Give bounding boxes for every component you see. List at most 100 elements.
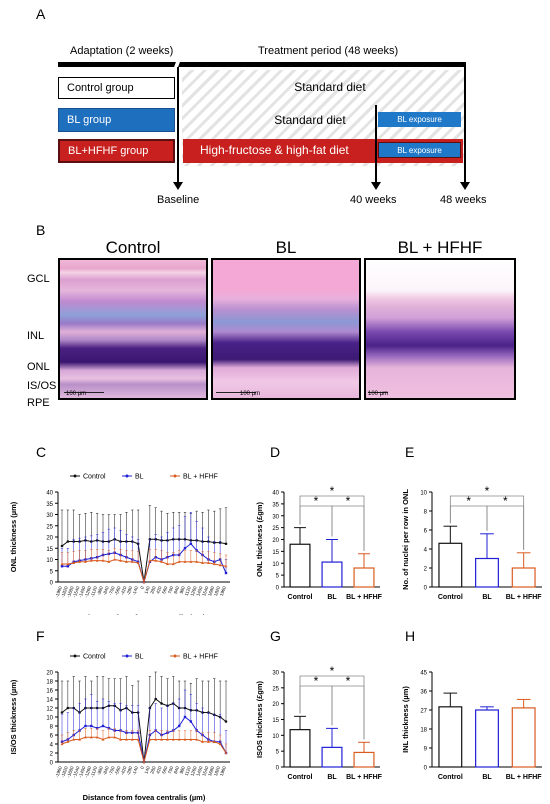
data-point <box>142 760 146 764</box>
legend-label: Control <box>83 654 106 661</box>
x-tick-label: 420 <box>155 765 162 774</box>
x-tick-label: -1400 <box>78 585 87 598</box>
panel-label-f: F <box>36 628 45 644</box>
x-tick-label: -980 <box>96 585 104 596</box>
series-line <box>61 716 227 763</box>
scale-bar-bl <box>216 392 256 393</box>
x-tick-label: -1960 <box>54 765 63 778</box>
scale-text-bl: 100 µm <box>240 391 261 397</box>
data-point <box>125 738 128 741</box>
standard-diet-bl: Standard diet <box>274 113 346 127</box>
data-point <box>95 735 99 739</box>
y-tick-label: 20 <box>46 536 53 542</box>
data-point <box>136 738 140 741</box>
significance-star: * <box>314 674 319 688</box>
panel-label-d: D <box>270 444 281 460</box>
x-axis-title: Distance from fovea centralis (µm) <box>83 793 206 802</box>
panel-label-c: C <box>36 444 47 460</box>
x-tick-label: -1820 <box>60 765 69 778</box>
data-point <box>201 740 204 743</box>
data-point <box>212 562 216 566</box>
legend-marker <box>125 654 129 658</box>
x-tick-label: 1120 <box>184 765 192 776</box>
data-point <box>113 735 117 739</box>
data-point <box>60 742 64 746</box>
hfhf-diet-label: High-fructose & high-fat diet <box>200 143 349 157</box>
x-tick-label: -1120 <box>90 765 99 778</box>
data-point <box>89 559 93 562</box>
y-tick-label: 2 <box>50 752 54 758</box>
x-tick-label: 700 <box>167 765 174 774</box>
x-tick-label: 840 <box>173 585 180 594</box>
data-point <box>148 559 152 562</box>
data-point <box>136 561 140 564</box>
chart-isos-bar: 0 5 10 15 20 25 30 Control BL BL + HFHF ISOS thick… <box>255 664 383 781</box>
category-label: Control <box>288 594 313 601</box>
y-tick-label: 18 <box>420 728 427 734</box>
x-tick-label: -1680 <box>66 585 75 598</box>
y-axis-title: INL thickness (µm) <box>401 686 410 753</box>
y-tick-label: 2 <box>424 567 428 573</box>
data-point <box>224 564 228 568</box>
y-tick-label: 15 <box>46 547 53 553</box>
chart-nuclei-bar: 0 2 4 6 8 10 Control BL BL + HFHF No. of nuclei p… <box>401 484 542 601</box>
data-point <box>154 697 158 701</box>
y-axis-title: IS/OS thickness (µm) <box>9 679 18 754</box>
x-tick-label: -1260 <box>84 585 93 598</box>
x-tick-label: 140 <box>144 765 151 774</box>
y-axis-title: No. of nuclei per row in ONL <box>401 489 410 590</box>
layer-label-isos: IS/OS <box>27 380 57 392</box>
x-tick-label: -980 <box>96 765 104 776</box>
y-tick-label: 40 <box>46 491 53 497</box>
data-point <box>125 560 128 563</box>
x-tick-label: 1960 <box>219 765 227 777</box>
data-point <box>66 565 70 568</box>
bl-exposure-box: BL exposure <box>378 112 461 127</box>
data-point <box>160 560 163 563</box>
significance-star: * <box>346 674 351 688</box>
y-axis-title: ISOS thickness (£gm) <box>255 680 264 758</box>
y-tick-label: 10 <box>46 716 53 722</box>
significance-star: * <box>466 494 471 508</box>
x-tick-label: -1540 <box>72 765 81 778</box>
significance-bracket <box>299 685 333 726</box>
layer-label-gcl: GCL <box>27 273 50 285</box>
y-tick-label: 25 <box>272 686 279 692</box>
x-tick-label: -1680 <box>66 765 75 778</box>
y-tick-label: 45 <box>420 671 427 677</box>
x-tick-label: 1960 <box>219 585 227 597</box>
x-tick-label: -1820 <box>60 585 69 598</box>
y-tick-label: 5 <box>276 574 280 580</box>
y-tick-label: 30 <box>272 671 279 677</box>
x-tick-label: -700 <box>108 765 116 776</box>
y-tick-label: 18 <box>46 680 53 686</box>
significance-star: * <box>503 494 508 508</box>
x-tick-label: 980 <box>179 765 186 774</box>
x-tick-label: -560 <box>114 765 122 776</box>
bar <box>511 707 536 768</box>
y-tick-label: 5 <box>50 569 54 575</box>
x-tick-label: 1400 <box>195 585 203 597</box>
layer-label-onl: ONL <box>27 361 50 373</box>
x-tick-label: 0 <box>139 765 145 770</box>
y-tick-label: 10 <box>46 558 53 564</box>
data-point <box>171 738 175 741</box>
y-tick-label: 0 <box>50 581 54 587</box>
significance-bracket <box>331 505 365 551</box>
bar <box>289 729 311 768</box>
data-point <box>84 735 87 739</box>
y-tick-label: 25 <box>272 526 279 532</box>
x-tick-label: 1540 <box>201 765 209 777</box>
significance-star: * <box>346 494 351 508</box>
data-point <box>101 559 105 562</box>
legend-marker <box>73 654 77 658</box>
x-tick-label: 560 <box>161 765 168 774</box>
significance-bracket <box>449 495 525 550</box>
data-point <box>195 738 199 741</box>
adaptation-label: Adaptation (2 weeks) <box>70 45 174 57</box>
bar <box>475 709 499 768</box>
data-point <box>90 724 93 728</box>
data-point <box>183 560 187 563</box>
data-point <box>160 702 163 705</box>
chart-onl-line: 0510152025303540-1960-1820-1680-1540-140… <box>9 474 230 615</box>
